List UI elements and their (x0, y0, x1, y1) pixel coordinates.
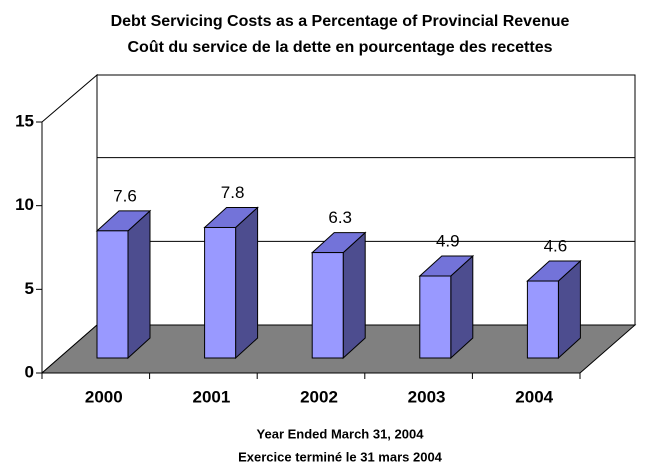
x-tick-label: 2004 (515, 387, 553, 406)
x-tick-label: 2000 (85, 387, 123, 406)
x-tick-label: 2001 (192, 387, 230, 406)
x-axis-title: Year Ended March 31, 2004 (257, 426, 425, 441)
value-label: 7.8 (221, 183, 245, 202)
value-label: 4.6 (544, 237, 568, 256)
bar-side (342, 231, 366, 360)
x-axis-title: Exercice terminé le 31 mars 2004 (238, 449, 443, 464)
bar-side (235, 206, 259, 360)
x-tick-label: 2003 (408, 387, 446, 406)
bar (96, 230, 129, 359)
bar (204, 226, 237, 359)
value-label: 4.9 (436, 231, 460, 250)
x-tick-label: 2002 (300, 387, 338, 406)
y-tick-label: 15 (15, 111, 34, 130)
value-label: 7.6 (113, 186, 137, 205)
chart-title: Debt Servicing Costs as a Percentage of … (111, 13, 570, 30)
y-tick-label: 5 (25, 279, 34, 298)
side-wall (41, 73, 98, 375)
y-tick-label: 10 (15, 195, 34, 214)
chart-subtitle: Coût du service de la dette en pourcenta… (127, 39, 552, 56)
bar (526, 280, 559, 359)
y-tick-label: 0 (25, 362, 34, 381)
bar (311, 252, 344, 359)
value-label: 6.3 (328, 208, 352, 227)
bar (419, 275, 452, 359)
bar-side (127, 209, 151, 360)
